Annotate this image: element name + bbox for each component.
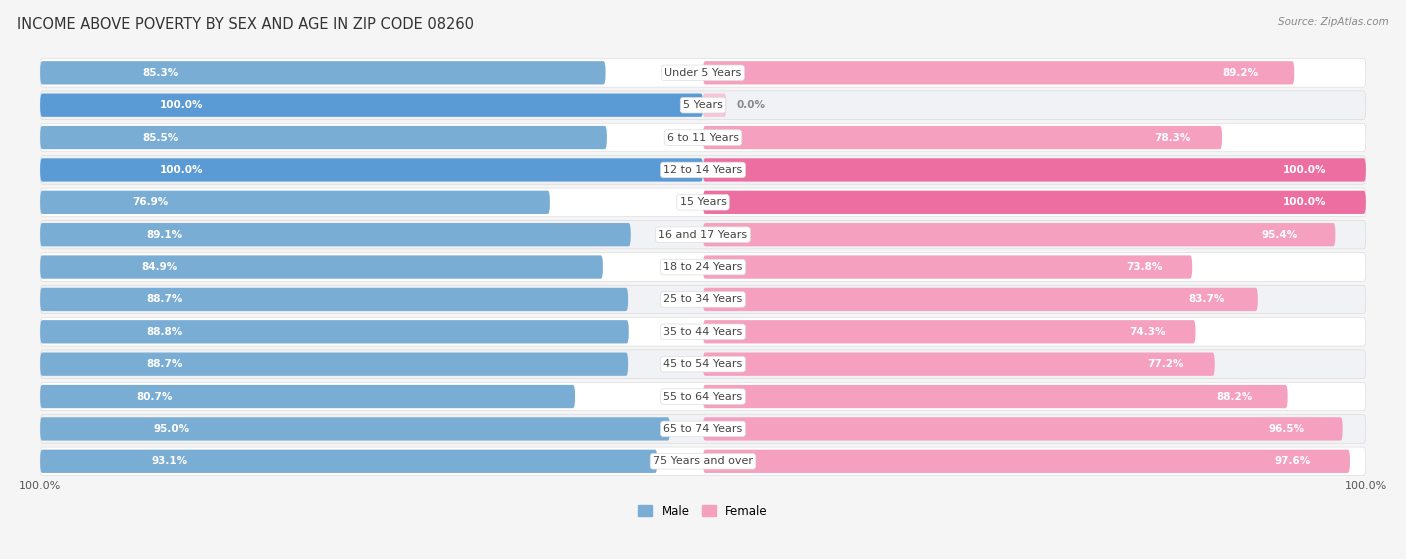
- Text: 84.9%: 84.9%: [142, 262, 177, 272]
- FancyBboxPatch shape: [41, 59, 1365, 87]
- FancyBboxPatch shape: [703, 223, 1336, 247]
- Text: 85.5%: 85.5%: [142, 132, 179, 143]
- Text: 73.8%: 73.8%: [1126, 262, 1163, 272]
- Text: 88.2%: 88.2%: [1216, 391, 1253, 401]
- FancyBboxPatch shape: [41, 156, 1365, 184]
- Text: 88.7%: 88.7%: [146, 359, 183, 369]
- Text: INCOME ABOVE POVERTY BY SEX AND AGE IN ZIP CODE 08260: INCOME ABOVE POVERTY BY SEX AND AGE IN Z…: [17, 17, 474, 32]
- FancyBboxPatch shape: [41, 61, 606, 84]
- Text: 100.0%: 100.0%: [159, 100, 202, 110]
- FancyBboxPatch shape: [703, 320, 1195, 343]
- Text: 100.0%: 100.0%: [1344, 481, 1386, 491]
- Text: 65 to 74 Years: 65 to 74 Years: [664, 424, 742, 434]
- FancyBboxPatch shape: [41, 288, 628, 311]
- FancyBboxPatch shape: [41, 158, 703, 182]
- Text: 16 and 17 Years: 16 and 17 Years: [658, 230, 748, 240]
- FancyBboxPatch shape: [41, 124, 1365, 152]
- FancyBboxPatch shape: [703, 93, 727, 117]
- FancyBboxPatch shape: [703, 385, 1288, 408]
- Text: 88.8%: 88.8%: [146, 327, 183, 337]
- FancyBboxPatch shape: [41, 318, 1365, 346]
- Legend: Male, Female: Male, Female: [634, 500, 772, 523]
- Text: 77.2%: 77.2%: [1147, 359, 1184, 369]
- FancyBboxPatch shape: [41, 415, 1365, 443]
- Text: 100.0%: 100.0%: [1282, 165, 1326, 175]
- FancyBboxPatch shape: [703, 353, 1215, 376]
- Text: 96.5%: 96.5%: [1268, 424, 1305, 434]
- Text: 45 to 54 Years: 45 to 54 Years: [664, 359, 742, 369]
- FancyBboxPatch shape: [41, 91, 1365, 120]
- FancyBboxPatch shape: [703, 158, 1365, 182]
- Text: 55 to 64 Years: 55 to 64 Years: [664, 391, 742, 401]
- Text: 74.3%: 74.3%: [1129, 327, 1166, 337]
- Text: Source: ZipAtlas.com: Source: ZipAtlas.com: [1278, 17, 1389, 27]
- Text: 80.7%: 80.7%: [136, 391, 173, 401]
- FancyBboxPatch shape: [41, 191, 550, 214]
- Text: 97.6%: 97.6%: [1275, 456, 1312, 466]
- FancyBboxPatch shape: [41, 220, 1365, 249]
- Text: 89.1%: 89.1%: [146, 230, 183, 240]
- Text: 83.7%: 83.7%: [1188, 295, 1225, 305]
- FancyBboxPatch shape: [41, 223, 631, 247]
- FancyBboxPatch shape: [41, 353, 628, 376]
- FancyBboxPatch shape: [41, 93, 703, 117]
- FancyBboxPatch shape: [41, 320, 628, 343]
- Text: 6 to 11 Years: 6 to 11 Years: [666, 132, 740, 143]
- FancyBboxPatch shape: [41, 188, 1365, 216]
- Text: 89.2%: 89.2%: [1223, 68, 1258, 78]
- Text: 18 to 24 Years: 18 to 24 Years: [664, 262, 742, 272]
- Text: 85.3%: 85.3%: [142, 68, 179, 78]
- Text: 75 Years and over: 75 Years and over: [652, 456, 754, 466]
- Text: 0.0%: 0.0%: [737, 100, 765, 110]
- Text: 95.4%: 95.4%: [1261, 230, 1298, 240]
- FancyBboxPatch shape: [703, 255, 1192, 279]
- FancyBboxPatch shape: [703, 126, 1222, 149]
- Text: 100.0%: 100.0%: [159, 165, 202, 175]
- Text: 100.0%: 100.0%: [20, 481, 62, 491]
- FancyBboxPatch shape: [703, 417, 1343, 440]
- Text: 5 Years: 5 Years: [683, 100, 723, 110]
- FancyBboxPatch shape: [41, 417, 669, 440]
- Text: 35 to 44 Years: 35 to 44 Years: [664, 327, 742, 337]
- FancyBboxPatch shape: [41, 285, 1365, 314]
- FancyBboxPatch shape: [41, 382, 1365, 411]
- Text: 88.7%: 88.7%: [146, 295, 183, 305]
- Text: 100.0%: 100.0%: [1282, 197, 1326, 207]
- Text: 15 Years: 15 Years: [679, 197, 727, 207]
- FancyBboxPatch shape: [41, 350, 1365, 378]
- FancyBboxPatch shape: [41, 253, 1365, 281]
- FancyBboxPatch shape: [41, 385, 575, 408]
- FancyBboxPatch shape: [703, 191, 1365, 214]
- FancyBboxPatch shape: [41, 449, 657, 473]
- FancyBboxPatch shape: [41, 126, 607, 149]
- Text: 25 to 34 Years: 25 to 34 Years: [664, 295, 742, 305]
- FancyBboxPatch shape: [703, 61, 1295, 84]
- FancyBboxPatch shape: [703, 449, 1350, 473]
- FancyBboxPatch shape: [703, 288, 1258, 311]
- FancyBboxPatch shape: [41, 255, 603, 279]
- Text: 93.1%: 93.1%: [152, 456, 187, 466]
- Text: 78.3%: 78.3%: [1154, 132, 1191, 143]
- Text: 95.0%: 95.0%: [153, 424, 190, 434]
- FancyBboxPatch shape: [41, 447, 1365, 476]
- Text: 12 to 14 Years: 12 to 14 Years: [664, 165, 742, 175]
- Text: Under 5 Years: Under 5 Years: [665, 68, 741, 78]
- Text: 76.9%: 76.9%: [132, 197, 169, 207]
